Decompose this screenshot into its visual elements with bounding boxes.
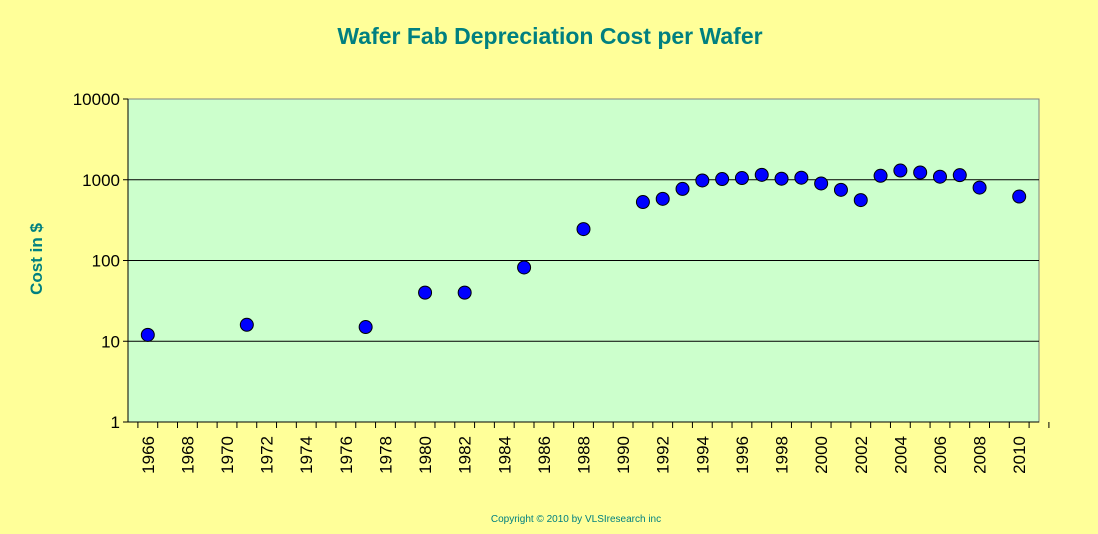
- x-tick-label: 1966: [139, 436, 158, 474]
- x-tick-label: 1984: [495, 436, 514, 474]
- x-tick-label: 2006: [931, 436, 950, 474]
- x-tick-label: 2000: [812, 436, 831, 474]
- data-point: [635, 195, 650, 210]
- x-tick-label: 1976: [337, 436, 356, 474]
- x-axis-ticks: 1966 1968 1970 1972 1974 1976 1978 1980 1982 1984…: [137, 422, 1050, 474]
- x-tick-label: 2010: [1010, 436, 1029, 474]
- data-point: [893, 163, 908, 178]
- x-tick-label: 1970: [218, 436, 237, 474]
- x-tick-label: 1994: [693, 436, 712, 474]
- data-point: [517, 260, 532, 275]
- data-point: [358, 320, 373, 335]
- data-point: [140, 327, 155, 342]
- x-tick-label: 2004: [891, 436, 910, 474]
- data-point: [675, 181, 690, 196]
- x-tick-label: 1998: [773, 436, 792, 474]
- x-tick-label: 1980: [416, 436, 435, 474]
- x-tick-label: 2002: [852, 436, 871, 474]
- data-point: [715, 172, 730, 187]
- data-point: [774, 171, 789, 186]
- data-point: [853, 193, 868, 208]
- data-points: [140, 163, 1027, 342]
- data-point: [873, 168, 888, 183]
- y-tick-label: 1: [111, 413, 120, 432]
- data-point: [457, 285, 472, 300]
- chart-title: Wafer Fab Depreciation Cost per Wafer: [337, 23, 762, 49]
- gridlines: [128, 179, 1039, 423]
- x-tick-label: 1992: [654, 436, 673, 474]
- data-point: [695, 173, 710, 188]
- data-point: [913, 165, 928, 180]
- x-tick-label: 1990: [614, 436, 633, 474]
- data-point: [952, 168, 967, 183]
- y-axis-label: Cost in $: [27, 223, 46, 295]
- data-point: [972, 180, 987, 195]
- x-tick-label: 1986: [535, 436, 554, 474]
- data-point: [576, 222, 591, 237]
- y-tick-label: 10: [101, 332, 120, 351]
- y-tick-label: 100: [92, 252, 120, 271]
- data-point: [754, 167, 769, 182]
- x-tick-label: 1982: [456, 436, 475, 474]
- data-point: [239, 317, 254, 332]
- x-tick-label: 1968: [178, 436, 197, 474]
- y-tick-label: 1000: [82, 171, 120, 190]
- data-point: [418, 285, 433, 300]
- x-tick-label: 1996: [733, 436, 752, 474]
- x-tick-label: 1974: [297, 436, 316, 474]
- data-point: [833, 182, 848, 197]
- y-axis-ticks: 1 10 100 1000 10000: [73, 90, 129, 432]
- data-point: [734, 171, 749, 186]
- y-tick-label: 10000: [73, 90, 120, 109]
- x-tick-label: 2008: [971, 436, 990, 474]
- x-tick-label: 1978: [376, 436, 395, 474]
- data-point: [932, 169, 947, 184]
- x-tick-label: 1988: [575, 436, 594, 474]
- data-point: [814, 176, 829, 191]
- x-tick-label: 1972: [258, 436, 277, 474]
- data-point: [655, 191, 670, 206]
- data-point: [794, 170, 809, 185]
- data-point: [1012, 189, 1027, 204]
- copyright-footer: Copyright © 2010 by VLSIresearch inc: [491, 514, 661, 525]
